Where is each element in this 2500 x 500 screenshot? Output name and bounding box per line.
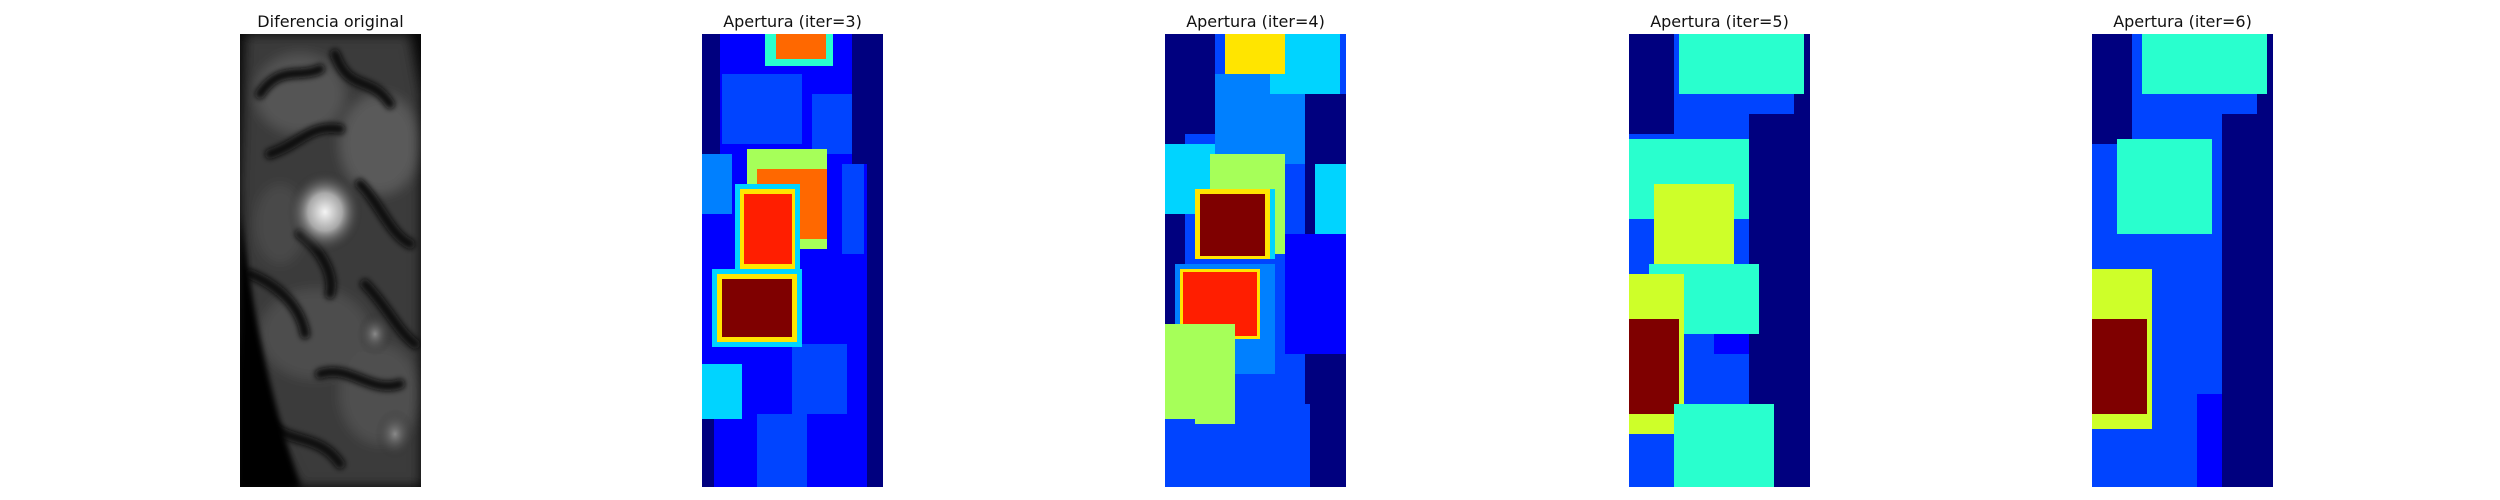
panel-iter-5: Apertura (iter=5)	[1629, 0, 1810, 500]
jet-heatmap-image	[702, 34, 883, 487]
panel-original: Diferencia original	[240, 0, 421, 500]
jet-heatmap-image	[1165, 34, 1346, 487]
panel-title: Apertura (iter=5)	[1650, 12, 1789, 31]
grayscale-difference-image	[240, 34, 421, 487]
panel-iter-4: Apertura (iter=4)	[1165, 0, 1346, 500]
jet-heatmap-image	[1629, 34, 1810, 487]
panel-title: Apertura (iter=3)	[723, 12, 862, 31]
panel-iter-3: Apertura (iter=3)	[702, 0, 883, 500]
panel-title: Diferencia original	[257, 12, 404, 31]
jet-heatmap-image	[2092, 34, 2273, 487]
panel-title: Apertura (iter=6)	[2113, 12, 2252, 31]
panel-iter-6: Apertura (iter=6)	[2092, 0, 2273, 500]
panel-title: Apertura (iter=4)	[1186, 12, 1325, 31]
